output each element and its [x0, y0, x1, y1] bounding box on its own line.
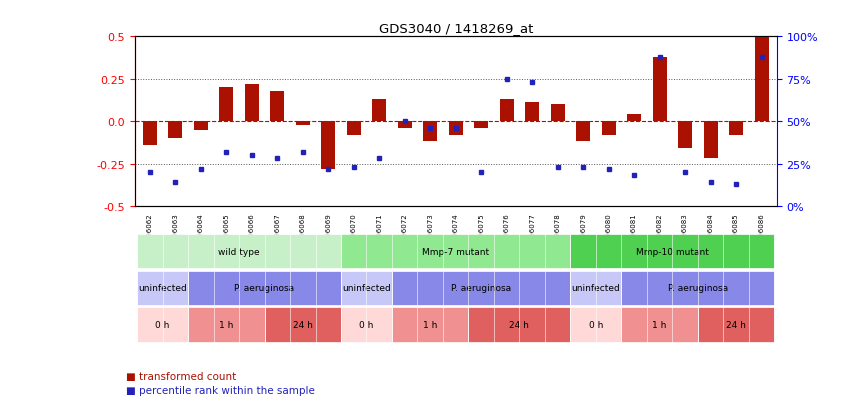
Text: ■ transformed count: ■ transformed count — [126, 371, 236, 381]
Bar — [570, 271, 621, 305]
Bar — [424, 122, 437, 142]
Bar — [341, 271, 392, 305]
Bar — [321, 122, 335, 169]
Bar — [372, 100, 386, 122]
Text: P. aeruginosa: P. aeruginosa — [451, 284, 511, 292]
Text: 24 h: 24 h — [293, 320, 312, 329]
Text: P. aeruginosa: P. aeruginosa — [234, 284, 294, 292]
Bar — [602, 122, 615, 135]
Bar — [188, 271, 341, 305]
Bar — [188, 307, 265, 342]
Bar — [220, 88, 233, 122]
Bar — [137, 235, 341, 269]
Bar — [469, 307, 570, 342]
Bar — [449, 122, 463, 135]
Text: 1 h: 1 h — [653, 320, 667, 329]
Bar — [474, 122, 488, 128]
Bar — [678, 122, 692, 149]
Text: 24 h: 24 h — [510, 320, 529, 329]
Bar — [296, 122, 310, 125]
Bar — [270, 91, 285, 122]
Bar — [627, 115, 641, 122]
Bar — [525, 103, 539, 122]
Text: Mmp-10 mutant: Mmp-10 mutant — [636, 247, 709, 256]
Bar — [729, 122, 743, 135]
Bar — [194, 122, 207, 131]
Text: uninfected: uninfected — [138, 284, 187, 292]
Bar — [576, 122, 590, 142]
Bar — [245, 85, 259, 122]
Bar — [137, 307, 188, 342]
Bar — [392, 307, 469, 342]
Text: uninfected: uninfected — [571, 284, 621, 292]
Bar — [621, 271, 774, 305]
Bar — [570, 307, 621, 342]
Bar — [704, 122, 718, 159]
Bar — [698, 307, 774, 342]
Title: GDS3040 / 1418269_at: GDS3040 / 1418269_at — [378, 21, 533, 35]
Text: 1 h: 1 h — [423, 320, 437, 329]
Bar — [341, 307, 392, 342]
Text: 0 h: 0 h — [155, 320, 170, 329]
Bar — [754, 37, 768, 122]
Text: wild type: wild type — [218, 247, 260, 256]
Bar — [392, 271, 570, 305]
Bar — [168, 122, 182, 139]
Bar — [265, 307, 341, 342]
Bar — [653, 57, 667, 122]
Text: 0 h: 0 h — [589, 320, 603, 329]
Bar — [500, 100, 514, 122]
Text: uninfected: uninfected — [342, 284, 391, 292]
Text: ■ percentile rank within the sample: ■ percentile rank within the sample — [126, 385, 315, 395]
Text: P. aeruginosa: P. aeruginosa — [667, 284, 728, 292]
Bar — [621, 307, 698, 342]
Bar — [398, 122, 411, 128]
Text: Mmp-7 mutant: Mmp-7 mutant — [422, 247, 490, 256]
Bar — [550, 105, 565, 122]
Bar — [346, 122, 361, 135]
Text: 24 h: 24 h — [727, 320, 746, 329]
Text: 0 h: 0 h — [359, 320, 374, 329]
Bar — [143, 122, 157, 145]
Bar — [137, 271, 188, 305]
Bar — [570, 235, 774, 269]
Text: 1 h: 1 h — [219, 320, 233, 329]
Bar — [341, 235, 570, 269]
